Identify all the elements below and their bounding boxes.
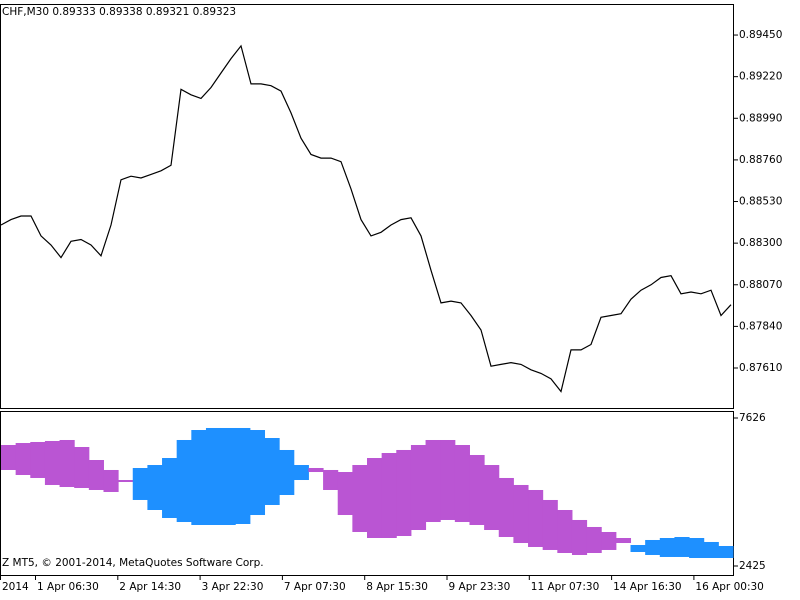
- cloud-bar: [59, 439, 75, 488]
- cloud-bar: [220, 427, 236, 525]
- cloud-bar: [659, 537, 675, 557]
- cloud-bar: [396, 449, 412, 537]
- cloud-bar: [205, 427, 222, 525]
- cloud-bar: [513, 484, 529, 544]
- copyright-note: Z MT5, © 2001-2014, MetaQuotes Software …: [2, 557, 264, 569]
- cloud-bar: [410, 445, 427, 531]
- cloud-bar: [103, 469, 119, 492]
- cloud-bar: [484, 465, 500, 531]
- y-tick-label: 0.89450: [739, 29, 782, 41]
- cloud-bar: [308, 467, 324, 473]
- cloud-bar: [337, 472, 353, 516]
- cloud-bar: [454, 445, 470, 523]
- cloud-bar: [674, 537, 690, 557]
- cloud-bar: [352, 465, 368, 532]
- x-tick-label: 1 Apr 06:30: [37, 581, 99, 593]
- cloud-bar: [191, 430, 207, 525]
- cloud-bar: [557, 509, 573, 553]
- cloud-bar: [571, 519, 588, 555]
- cloud-bar: [630, 544, 646, 552]
- cloud-bar: [147, 465, 163, 510]
- x-tick-label: 2 Apr 14:30: [119, 581, 181, 593]
- x-tick-label: 7 Apr 07:30: [284, 581, 346, 593]
- y-tick-label: 0.88530: [739, 196, 782, 208]
- main-panel-frame: [0, 4, 734, 409]
- y-tick-label: 7626: [739, 412, 766, 424]
- x-tick-label: 2014: [2, 581, 29, 593]
- y-tick-label: 0.88990: [739, 112, 782, 124]
- y-tick-label: 2425: [739, 560, 766, 572]
- cloud-bar: [615, 537, 632, 544]
- cloud-bar: [264, 438, 280, 505]
- cloud-bar: [718, 545, 734, 559]
- cloud-bar: [1, 445, 17, 470]
- cloud-bar: [132, 467, 148, 500]
- cloud-bar: [498, 477, 514, 538]
- cloud-bar: [249, 430, 266, 516]
- chart-title: CHF,M30 0.89333 0.89338 0.89321 0.89323: [2, 6, 236, 18]
- cloud-bar: [44, 440, 61, 485]
- x-tick-label: 8 Apr 15:30: [366, 581, 428, 593]
- cloud-bar: [162, 458, 178, 518]
- cloud-bar: [440, 439, 456, 520]
- indicator-panel-frame: [0, 411, 734, 576]
- cloud-bar: [293, 465, 309, 481]
- y-tick-label: 0.87610: [739, 362, 782, 374]
- x-tick-label: 16 Apr 00:30: [695, 581, 763, 593]
- y-tick-label: 0.88760: [739, 154, 782, 166]
- cloud-bar: [235, 427, 251, 524]
- cloud-bar: [279, 449, 295, 496]
- y-tick-label: 0.87840: [739, 320, 782, 332]
- cloud-bar: [367, 458, 383, 538]
- x-tick-label: 9 Apr 23:30: [449, 581, 511, 593]
- cloud-bar: [469, 454, 485, 525]
- cloud-bar: [74, 446, 90, 489]
- y-tick-label: 0.89220: [739, 71, 782, 83]
- x-tick-label: 11 Apr 07:30: [531, 581, 599, 593]
- cloud-bar: [88, 460, 104, 490]
- cloud-bar: [528, 489, 544, 547]
- cloud-bar: [645, 539, 661, 555]
- y-tick-label: 0.88300: [739, 237, 782, 249]
- x-tick-label: 3 Apr 22:30: [202, 581, 264, 593]
- x-tick-label: 14 Apr 16:30: [613, 581, 681, 593]
- price-line: [0, 44, 732, 393]
- cloud-bar: [323, 469, 339, 490]
- cloud-bar: [176, 439, 192, 523]
- cloud-bar: [15, 443, 31, 475]
- cloud-bar: [689, 537, 705, 559]
- cloud-bar: [425, 439, 441, 523]
- cloud-bar: [381, 453, 397, 538]
- y-tick-label: 0.88070: [739, 279, 782, 291]
- cloud-bar: [30, 441, 46, 478]
- cloud-bar: [542, 499, 558, 550]
- cloud-bar: [601, 531, 617, 550]
- cloud-bar: [586, 526, 602, 553]
- cloud-bar: [118, 480, 134, 482]
- cloud-bar: [703, 541, 719, 559]
